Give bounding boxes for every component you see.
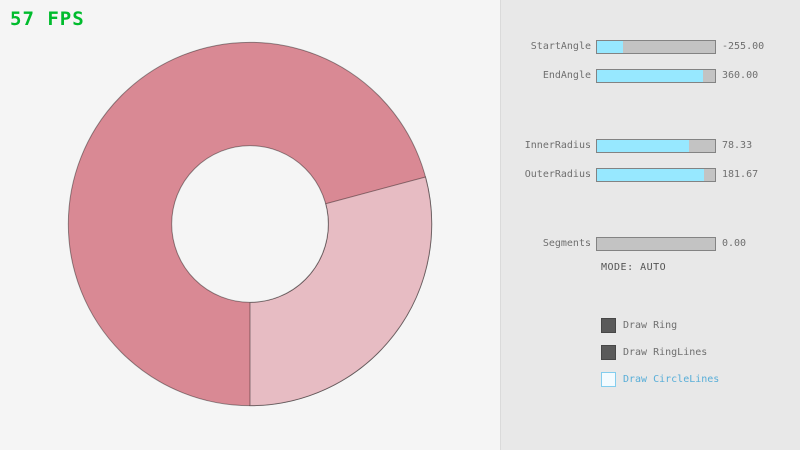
slider-label-innerradius: InnerRadius (524, 140, 591, 151)
drawing-canvas: 57 FPS (10, 8, 433, 407)
checkbox-label-draw-ring: Draw Ring (623, 320, 678, 331)
slider-value-segments: 0.00 (722, 238, 747, 249)
checkbox-label-draw-circlelines: Draw CircleLines (623, 374, 720, 385)
checkbox-box-draw-ring[interactable] (601, 318, 616, 333)
checkbox-label-draw-ringlines: Draw RingLines (623, 347, 708, 358)
ring-inner-hole (171, 145, 329, 303)
slider-bar-innerradius[interactable] (596, 139, 716, 153)
ring-shape (67, 41, 433, 407)
mode-label: MODE: AUTO (601, 262, 667, 273)
slider-label-endangle: EndAngle (542, 70, 591, 81)
slider-bar-startangle[interactable] (596, 40, 716, 54)
slider-bar-endangle[interactable] (596, 69, 716, 83)
slider-row-endangle: EndAngle 360.00 (501, 69, 800, 83)
checkbox-box-draw-circlelines[interactable] (601, 372, 616, 387)
checkbox-draw-ringlines[interactable]: Draw RingLines (601, 345, 761, 360)
slider-row-outerradius: OuterRadius 181.67 (501, 168, 800, 182)
slider-fill-startangle (597, 41, 623, 53)
slider-label-outerradius: OuterRadius (524, 169, 591, 180)
slider-label-startangle: StartAngle (530, 41, 591, 52)
slider-label-segments: Segments (542, 238, 591, 249)
slider-row-innerradius: InnerRadius 78.33 (501, 139, 800, 153)
checkbox-draw-ring[interactable]: Draw Ring (601, 318, 761, 333)
fps-counter: 57 FPS (10, 8, 85, 30)
slider-value-innerradius: 78.33 (722, 140, 753, 151)
checkbox-box-draw-ringlines[interactable] (601, 345, 616, 360)
slider-fill-outerradius (597, 169, 705, 181)
slider-value-outerradius: 181.67 (722, 169, 759, 180)
slider-fill-innerradius (597, 140, 690, 152)
slider-value-startangle: -255.00 (722, 41, 765, 52)
slider-bar-outerradius[interactable] (596, 168, 716, 182)
slider-row-startangle: StartAngle -255.00 (501, 40, 800, 54)
slider-value-endangle: 360.00 (722, 70, 759, 81)
slider-row-segments: Segments 0.00 (501, 237, 800, 251)
slider-bar-segments[interactable] (596, 237, 716, 251)
checkbox-draw-circlelines[interactable]: Draw CircleLines (601, 372, 761, 387)
slider-fill-endangle (597, 70, 704, 82)
control-panel: StartAngle -255.00 EndAngle 360.00 Inner… (500, 0, 800, 450)
